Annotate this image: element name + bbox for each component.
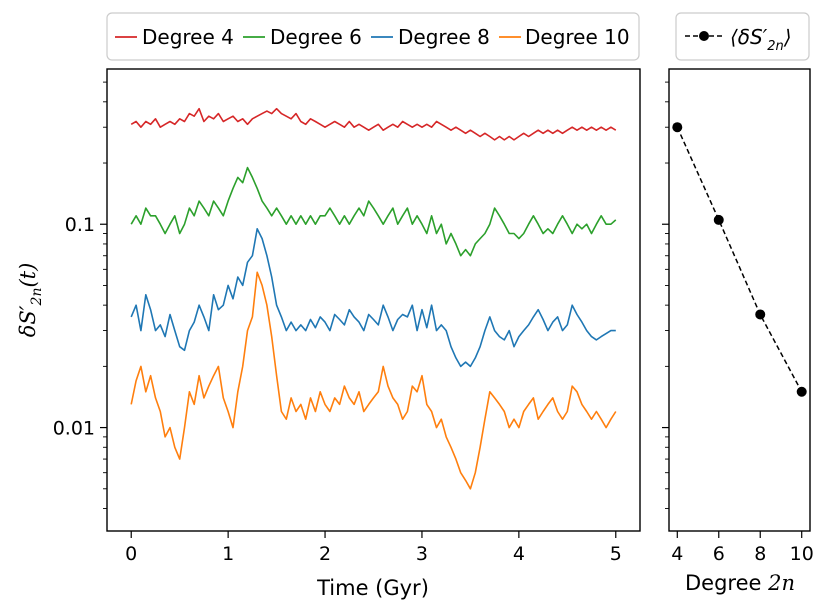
main-x-tick-label: 3	[416, 543, 428, 565]
main-y-ticks: 0.1 0.01	[53, 81, 107, 509]
main-y-axis-label: δS′2n(t)	[16, 263, 45, 338]
main-x-tick-label: 1	[222, 543, 234, 565]
main-series-group	[130, 107, 617, 490]
side-legend-frame	[675, 12, 810, 61]
main-x-tick-label: 2	[319, 543, 331, 565]
series-line-degree-6	[130, 166, 617, 257]
side-legend-swatch-marker	[699, 31, 709, 41]
side-x-axis-label: Degree 2n	[685, 571, 795, 595]
side-legend: ⟨δS′2n⟩	[675, 12, 810, 61]
main-x-ticks: 0 1 2 3 4 5	[125, 531, 622, 565]
side-plot: 4 6 8 10 Degree 2n	[662, 68, 814, 595]
legend-label-degree-4: Degree 4	[142, 25, 234, 49]
side-legend-label-sub: 2n	[767, 39, 784, 54]
side-series-point-degree-8	[755, 309, 766, 320]
main-x-tick-label: 0	[125, 543, 137, 565]
main-x-tick-label: 5	[610, 543, 622, 565]
main-y-tick-label: 0.01	[53, 418, 95, 440]
side-series-line	[676, 126, 803, 393]
side-series-point-degree-4	[672, 122, 683, 133]
side-legend-label: ⟨δS′2n⟩	[730, 25, 792, 54]
main-x-axis-label: Time (Gyr)	[316, 576, 429, 600]
side-x-axis-label-math: 2n	[767, 571, 795, 595]
main-y-axis-label-sub: 2n	[29, 288, 45, 307]
legend-label-degree-10: Degree 10	[525, 25, 630, 49]
main-x-tick-label: 4	[513, 543, 525, 565]
series-line-degree-10	[130, 271, 617, 490]
series-line-degree-8	[130, 228, 616, 368]
side-x-tick-label: 8	[754, 543, 766, 565]
main-plot-frame	[106, 68, 641, 532]
side-x-tick-label: 6	[713, 543, 725, 565]
side-legend-label-open: ⟨δS′	[730, 25, 768, 49]
side-x-tick-label: 10	[790, 543, 814, 565]
side-series-group	[672, 122, 807, 397]
side-series-point-degree-6	[713, 214, 724, 225]
side-legend-label-close: ⟩	[783, 25, 792, 49]
side-plot-frame	[668, 68, 811, 532]
main-y-tick-label: 0.1	[65, 214, 95, 236]
main-y-axis-label-tail: (t)	[16, 263, 40, 288]
legend-label-degree-6: Degree 6	[270, 25, 362, 49]
side-x-axis-label-text: Degree	[685, 571, 768, 595]
side-series-point-degree-10	[796, 386, 807, 397]
main-y-axis-label-main: δS′	[16, 305, 40, 337]
main-plot: 0 1 2 3 4 5 0.1 0.01 Time (Gyr) δS′2n(t)	[16, 68, 641, 600]
side-x-tick-label: 4	[671, 543, 683, 565]
series-line-degree-4	[130, 107, 617, 141]
main-legend: Degree 4 Degree 6 Degree 8 Degree 10	[106, 12, 640, 61]
side-y-ticks	[662, 81, 669, 509]
legend-label-degree-8: Degree 8	[398, 25, 490, 49]
side-x-ticks: 4 6 8 10	[671, 531, 814, 565]
